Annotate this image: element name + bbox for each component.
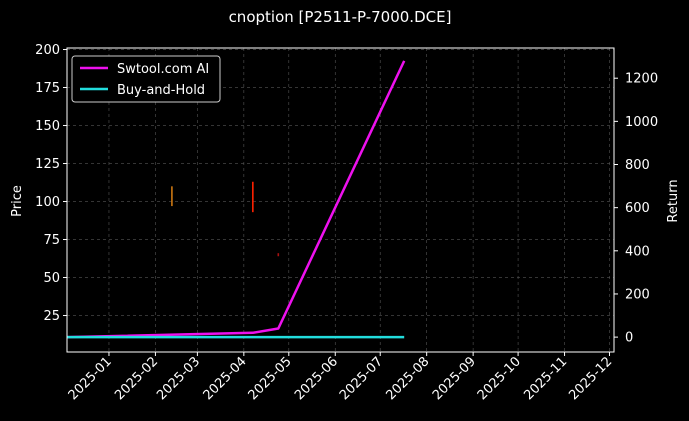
legend: Swtool.com AI Buy-and-Hold [71, 55, 221, 103]
legend-label-swtool: Swtool.com AI [117, 62, 209, 77]
legend-box [71, 55, 221, 103]
y-right-tick-label: 1200 [625, 72, 658, 87]
chart-title: cnoption [P2511-P-7000.DCE] [229, 8, 452, 26]
plot-frame [66, 47, 615, 353]
series-lines [66, 60, 406, 339]
y-left-tick-label: 25 [43, 309, 60, 324]
y-right-tick-label: 600 [625, 201, 650, 216]
y-right-tick-label: 800 [625, 158, 650, 173]
y-left-tick-label: 200 [35, 43, 60, 58]
y-left-tick-label: 100 [35, 195, 60, 210]
y-axis-left-label: Price [10, 185, 25, 217]
y-left-tick-label: 50 [43, 271, 60, 286]
y-left-tick-label: 150 [35, 119, 60, 134]
y-right-tick-label: 400 [625, 244, 650, 259]
y-left-tick-label: 175 [35, 81, 60, 96]
y-left-tick-label: 125 [35, 157, 60, 172]
price-marks [171, 181, 280, 257]
y-right-tick-label: 200 [625, 287, 650, 302]
y-axis-right-label: Return [666, 179, 681, 222]
legend-label-buy-and-hold: Buy-and-Hold [117, 83, 205, 98]
y-right-tick-label: 1000 [625, 115, 658, 130]
y-right-tick-label: 0 [625, 331, 633, 346]
series-line-swtool-com-ai [66, 60, 406, 339]
y-left-tick-label: 75 [43, 233, 60, 248]
